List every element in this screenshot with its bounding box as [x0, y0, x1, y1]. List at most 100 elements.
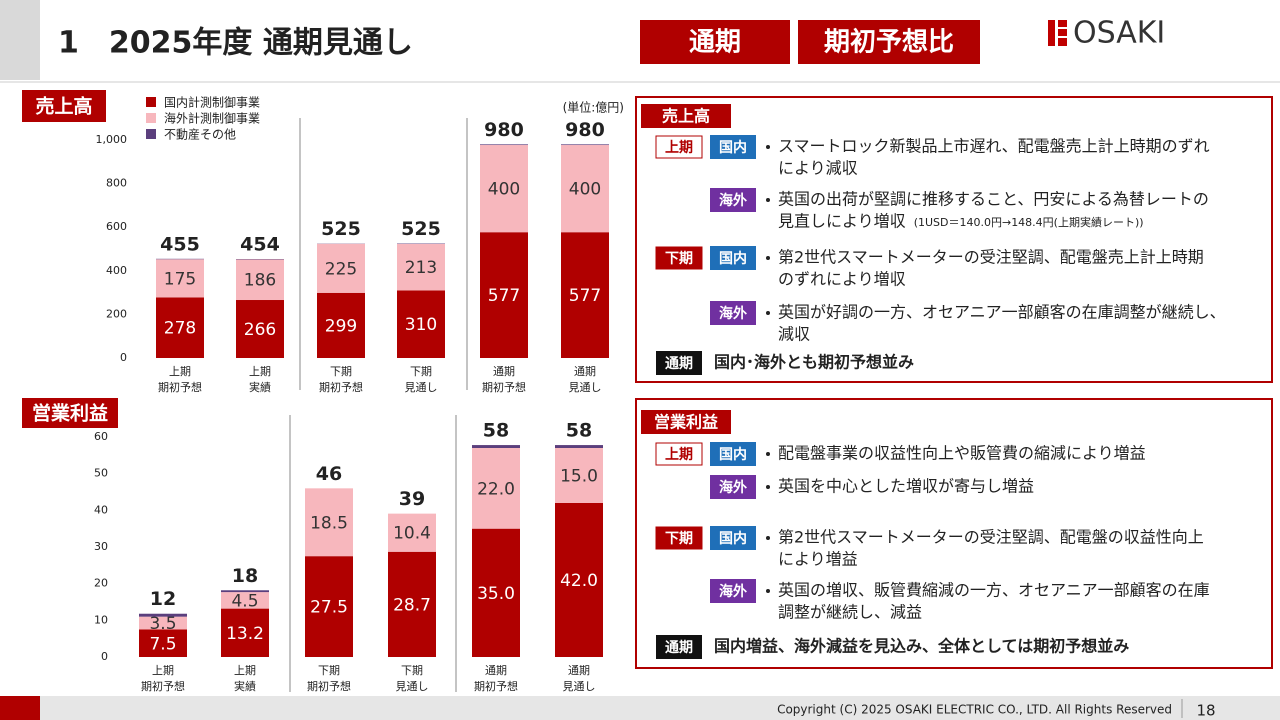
- page-number: 18: [1196, 702, 1215, 720]
- value-label: 4.5: [231, 591, 258, 611]
- bullet: [766, 485, 770, 489]
- value-label: 13.2: [226, 624, 264, 644]
- bar-segment: [221, 592, 269, 609]
- panel-text: 第2世代スマートメーターの受注堅調、配電盤売上計上時期: [778, 248, 1204, 267]
- bar-segment: [156, 259, 204, 298]
- total-label: 980: [565, 119, 605, 141]
- y-tick-label: 20: [94, 577, 108, 590]
- footer-block: [0, 696, 40, 720]
- panel-text: 調整が継続し、減益: [778, 603, 922, 622]
- copyright: Copyright (C) 2025 OSAKI ELECTRIC CO., L…: [777, 703, 1172, 717]
- x-tick-label: 上期期初予想: [141, 664, 185, 693]
- total-label: 455: [160, 233, 200, 255]
- tag: 通期: [689, 28, 741, 58]
- bar-segment: [561, 232, 609, 358]
- bar-segment: [472, 528, 520, 657]
- period-label: 下期: [665, 251, 693, 267]
- x-tick-label: 通期期初予想: [474, 664, 518, 693]
- bar-segment: [221, 608, 269, 657]
- tag-box: [798, 20, 980, 64]
- bar-segment: [561, 144, 609, 146]
- chart-label: 売上高: [35, 95, 92, 118]
- region-tag: [710, 188, 756, 212]
- value-label: 28.7: [393, 595, 431, 615]
- y-tick-label: 1,000: [96, 133, 128, 146]
- region-tag: [710, 442, 756, 466]
- value-label: 7.5: [149, 634, 176, 654]
- bar-segment: [561, 145, 609, 233]
- value-label: 42.0: [560, 571, 598, 591]
- header-block: [0, 0, 40, 80]
- panel-text: により増益: [778, 550, 858, 569]
- panel-text: により減収: [778, 159, 858, 178]
- bar-segment: [139, 613, 187, 617]
- footer-band: [0, 696, 1280, 720]
- summary-tag: [656, 635, 702, 659]
- panel-text: のずれにより増収: [778, 270, 906, 289]
- summary-label: 通期: [665, 356, 693, 372]
- tag-box: [640, 20, 790, 64]
- legend-label: 国内計測制御事業: [164, 95, 260, 110]
- tag: 期初予想比: [824, 28, 954, 58]
- unit: (単位:億円): [563, 100, 624, 115]
- bar-segment: [317, 292, 365, 358]
- y-tick-label: 800: [106, 177, 127, 190]
- value-label: 3.5: [149, 614, 176, 634]
- chart-label-box: [22, 398, 118, 428]
- region-label: 国内: [719, 250, 747, 267]
- bar-segment: [305, 488, 353, 557]
- bar-segment: [555, 503, 603, 657]
- total-label: 39: [399, 488, 425, 510]
- value-label: 22.0: [477, 479, 515, 499]
- value-label: 10.4: [393, 524, 431, 544]
- value-label: 400: [488, 180, 520, 200]
- value-label: 266: [244, 320, 276, 340]
- region-label: 海外: [719, 192, 747, 209]
- panel-text: 英国の増収、販管費縮減の一方、オセアニア一部顧客の在庫: [778, 581, 1210, 600]
- y-tick-label: 40: [94, 503, 108, 516]
- period-tag: [655, 442, 703, 466]
- legend-label: 不動産その他: [164, 127, 236, 142]
- bar-segment: [236, 300, 284, 358]
- period-tag: [655, 526, 703, 550]
- total-label: 46: [316, 463, 342, 485]
- summary-text: 国内･海外とも期初予想並み: [714, 353, 914, 372]
- period-tag: [655, 246, 703, 270]
- value-label: 27.5: [310, 598, 348, 618]
- panel-text: 英国が好調の一方、オセアニア一部顧客の在庫調整が継続し、: [778, 303, 1226, 322]
- panel-text: 見直しにより増収: [778, 212, 906, 231]
- value-label: 278: [164, 319, 196, 339]
- bar-segment: [317, 243, 365, 293]
- x-tick-label: 通期見通し: [563, 664, 596, 693]
- panel-text: 第2世代スマートメーターの受注堅調、配電盤の収益性向上: [778, 528, 1204, 547]
- panel-text: 配電盤事業の収益性向上や販管費の縮減により増益: [778, 444, 1146, 463]
- bar-segment: [472, 448, 520, 529]
- period-label: 上期: [665, 447, 693, 463]
- summary-tag: [656, 351, 702, 375]
- panel-title: 営業利益: [654, 413, 718, 432]
- panel-border: [635, 96, 1273, 383]
- panel-title-box: [641, 410, 731, 434]
- bar-segment: [236, 259, 284, 301]
- y-tick-label: 60: [94, 430, 108, 443]
- region-label: 海外: [719, 305, 747, 322]
- chart-label-box: [22, 90, 106, 122]
- region-tag: [710, 526, 756, 550]
- total-label: 454: [240, 234, 280, 256]
- region-tag: [710, 579, 756, 603]
- value-label: 400: [569, 180, 601, 200]
- total-label: 980: [484, 119, 524, 141]
- panel-border: [635, 398, 1273, 669]
- value-label: 18.5: [310, 513, 348, 533]
- bar-segment: [305, 556, 353, 657]
- value-label: 577: [488, 286, 520, 306]
- value-label: 310: [405, 315, 437, 335]
- x-tick-label: 上期実績: [249, 365, 271, 394]
- region-tag: [710, 246, 756, 270]
- region-label: 海外: [719, 583, 747, 600]
- region-label: 国内: [719, 530, 747, 547]
- bar-segment: [139, 616, 187, 630]
- region-label: 国内: [719, 446, 747, 463]
- bullet: [766, 145, 770, 149]
